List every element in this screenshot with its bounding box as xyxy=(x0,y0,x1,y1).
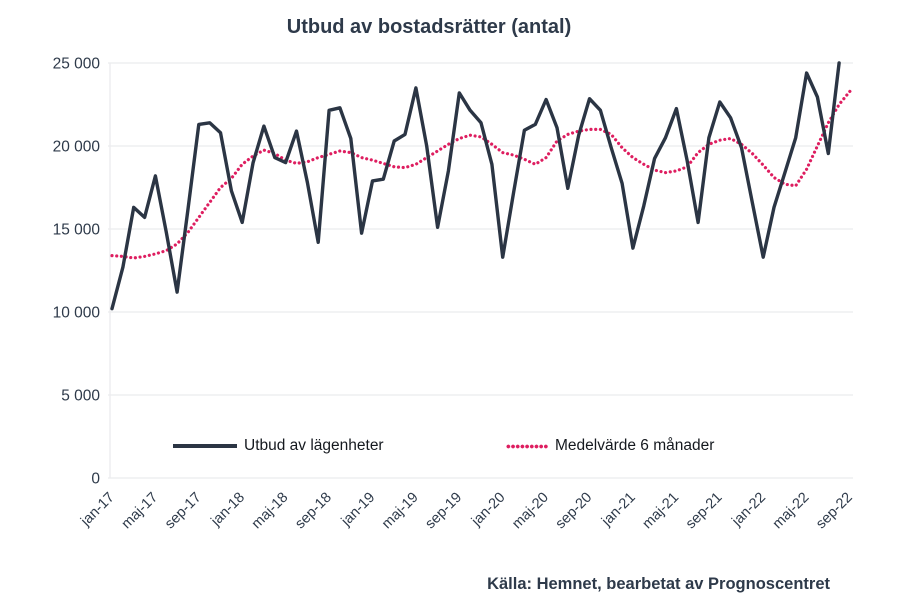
x-axis-labels: jan-17 maj-17 sep-17 jan-18 maj-18 sep-18 jan-… xyxy=(77,490,856,533)
y-tick-label: 5 000 xyxy=(61,388,100,405)
x-tick-label: jan-21 xyxy=(598,490,639,531)
y-tick-label: 0 xyxy=(91,471,100,488)
x-tick-label: maj-17 xyxy=(119,490,162,533)
solid-line-sample xyxy=(173,444,237,448)
series-lines xyxy=(110,61,852,311)
x-tick-label: jan-19 xyxy=(338,490,379,531)
y-tick-label: 25 000 xyxy=(53,56,101,73)
x-tick-label: sep-20 xyxy=(553,490,596,533)
y-tick-label: 20 000 xyxy=(53,139,101,156)
medelvarde-line xyxy=(110,89,852,260)
utbud-line xyxy=(110,61,841,311)
x-tick-label: maj-18 xyxy=(249,490,292,533)
x-tick-label: sep-19 xyxy=(422,490,465,533)
y-axis-labels: 0 5 000 10 000 15 000 20 000 25 000 xyxy=(53,56,101,488)
y-gridlines xyxy=(108,62,853,479)
legend-label-utbud: Utbud av lägenheter xyxy=(244,437,384,454)
x-tick-label: jan-20 xyxy=(468,490,509,531)
x-tick-label: jan-17 xyxy=(77,490,118,531)
x-tick-label: maj-20 xyxy=(509,490,552,533)
dotted-line-sample xyxy=(506,443,548,449)
x-tick-label: sep-18 xyxy=(292,490,335,533)
x-tick-label: maj-19 xyxy=(379,490,422,533)
x-tick-label: sep-22 xyxy=(813,490,856,533)
chart-title: Utbud av bostadsrätter (antal) xyxy=(286,16,572,38)
legend-item-medelvarde: Medelvärde 6 månader xyxy=(506,436,714,456)
y-tick-label: 15 000 xyxy=(53,222,101,239)
x-tick-label: maj-22 xyxy=(770,490,813,533)
x-tick-label: maj-21 xyxy=(640,490,683,533)
x-tick-label: jan-22 xyxy=(728,490,769,531)
x-tick-label: sep-21 xyxy=(683,490,726,533)
legend-label-medelvarde: Medelvärde 6 månader xyxy=(555,437,715,454)
x-tick-label: sep-17 xyxy=(162,490,205,533)
source-note: Källa: Hemnet, bearbetat av Prognoscentr… xyxy=(487,575,830,593)
x-tick-label: jan-18 xyxy=(208,490,249,531)
y-tick-label: 10 000 xyxy=(53,305,101,322)
legend-item-utbud: Utbud av lägenheter xyxy=(173,436,384,456)
